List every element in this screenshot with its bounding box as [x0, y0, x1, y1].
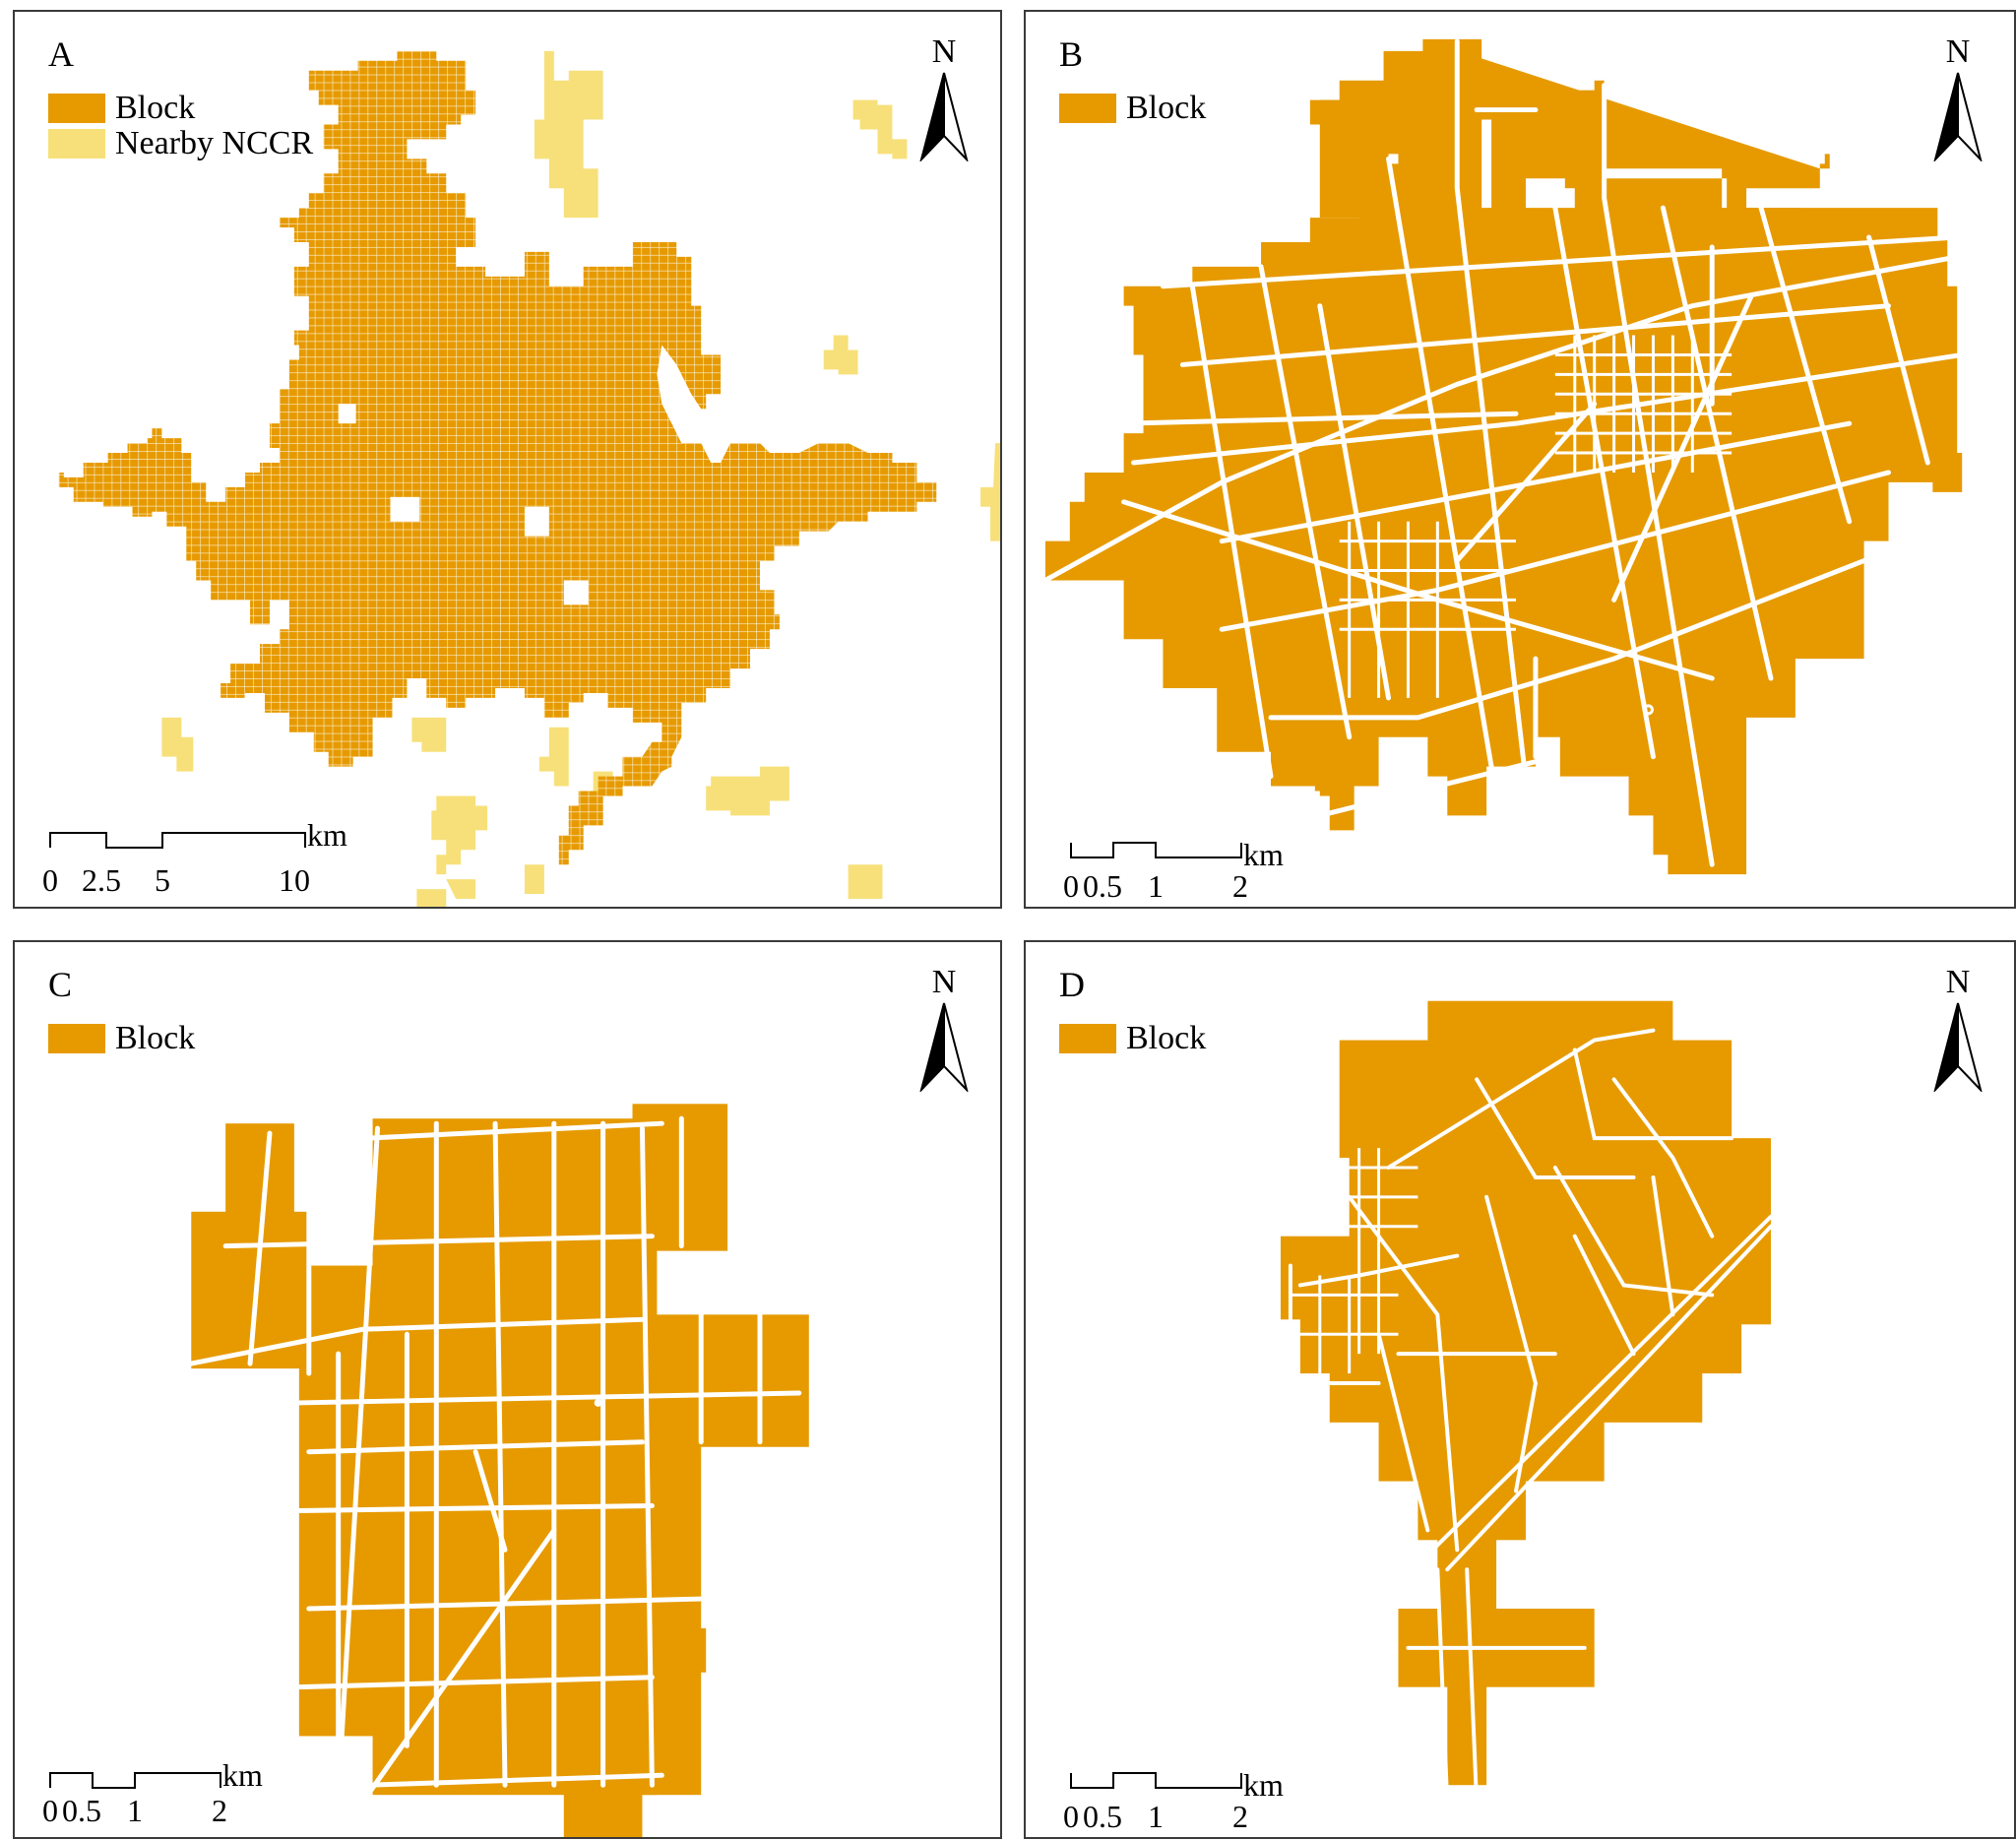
north-label: N — [931, 964, 957, 1000]
scale-tick-label: 0 — [42, 862, 58, 898]
scale-tick-label: 2 — [1232, 1799, 1248, 1834]
legend-item-block: Block — [48, 91, 313, 126]
scale-tick-label: 0 — [1063, 1799, 1079, 1834]
legend-swatch-nearby-nccr — [48, 129, 105, 159]
block-area-a — [58, 50, 937, 865]
north-label: N — [1945, 964, 1971, 1000]
panel-label-b: B — [1059, 34, 1084, 74]
scale-tick-label: 10 — [279, 862, 310, 898]
road-grid-b — [1339, 335, 1732, 698]
panel-label-a: A — [48, 34, 74, 74]
block-holes-a — [255, 246, 589, 630]
scale-unit: km — [1243, 837, 1284, 872]
north-arrow-icon — [1933, 1002, 1983, 1092]
legend-item-nearby-nccr: Nearby NCCR — [48, 126, 313, 161]
north-arrow-icon — [1933, 72, 1983, 161]
north-arrow-a: N — [910, 35, 978, 161]
road-network-d — [1288, 1028, 1773, 1808]
road-network-b — [1042, 38, 1965, 867]
scale-bar-graphic — [1070, 842, 1242, 858]
legend-label-nearby-nccr: Nearby NCCR — [115, 125, 314, 161]
legend-label-block: Block — [1126, 90, 1207, 126]
north-label: N — [931, 33, 957, 70]
north-label: N — [1945, 33, 1971, 70]
legend-item-block: Block — [48, 1021, 195, 1056]
scale-tick-label: 2 — [1232, 868, 1248, 904]
map-panel-b: B Block N km 0 0.5 1 2 — [1024, 10, 2016, 909]
legend-label-block: Block — [1126, 1020, 1207, 1056]
north-arrow-d: N — [1923, 966, 1992, 1092]
legend-d: Block — [1059, 1021, 1206, 1056]
block-area-d — [1280, 1000, 1771, 1786]
legend-swatch-block — [48, 1024, 105, 1053]
road-network-c — [188, 1115, 802, 1798]
scale-tick-label: 2.5 — [82, 862, 121, 898]
north-arrow-c: N — [910, 966, 978, 1092]
scale-bar-graphic — [49, 1772, 221, 1789]
scale-tick-label: 1 — [1148, 1799, 1164, 1834]
north-arrow-icon — [919, 1002, 969, 1092]
map-b-drawing — [1042, 38, 1965, 875]
legend-label-block: Block — [115, 1020, 196, 1056]
scale-unit: km — [307, 817, 347, 853]
panel-label-d: D — [1059, 965, 1085, 1004]
north-arrow-b: N — [1923, 35, 1992, 161]
map-d-drawing — [1280, 1000, 1773, 1808]
legend-b: Block — [1059, 91, 1206, 126]
map-a-drawing — [58, 50, 1000, 907]
roundabout-b — [1643, 704, 1654, 716]
scale-bar-graphic — [1070, 1772, 1242, 1789]
scale-bar-graphic — [49, 832, 306, 849]
nearby-nccr-areas — [161, 50, 1000, 907]
scale-tick-label: 5 — [155, 862, 170, 898]
legend-item-block: Block — [1059, 1021, 1206, 1056]
block-area-c — [191, 1104, 809, 1837]
scale-tick-label: 0.5 — [62, 1793, 101, 1828]
scale-tick-label: 0 — [42, 1793, 58, 1828]
scale-tick-label: 0 — [1063, 868, 1079, 904]
road-grid-d — [1290, 1148, 1418, 1374]
map-c-drawing — [188, 1104, 809, 1837]
scale-unit: km — [222, 1757, 263, 1793]
scale-unit: km — [1243, 1767, 1284, 1803]
legend-item-block: Block — [1059, 91, 1206, 126]
map-panel-a: A Block Nearby NCCR N km 0 2.5 5 10 — [13, 10, 1002, 909]
scale-tick-label: 1 — [1148, 868, 1164, 904]
legend-label-block: Block — [115, 90, 196, 126]
scale-tick-label: 1 — [127, 1793, 143, 1828]
legend-swatch-block — [1059, 1024, 1116, 1053]
scale-tick-label: 0.5 — [1083, 1799, 1122, 1834]
scale-tick-label: 2 — [212, 1793, 227, 1828]
north-arrow-icon — [919, 72, 969, 161]
scale-tick-label: 0.5 — [1083, 868, 1122, 904]
map-panel-c: C Block N km 0 0.5 1 2 — [13, 940, 1002, 1839]
legend-a: Block Nearby NCCR — [48, 91, 313, 161]
legend-c: Block — [48, 1021, 195, 1056]
roundabout-c — [594, 1398, 602, 1407]
legend-swatch-block — [1059, 94, 1116, 123]
map-panel-d: D Block N km 0 0.5 1 2 — [1024, 940, 2016, 1839]
panel-label-c: C — [48, 965, 73, 1004]
legend-swatch-block — [48, 94, 105, 123]
